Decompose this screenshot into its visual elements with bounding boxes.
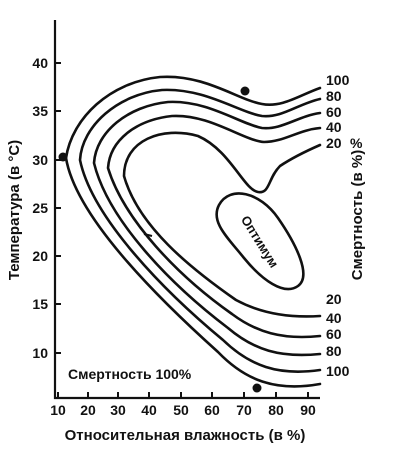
y-tick-label: 15	[32, 296, 48, 312]
x-tick-label: 60	[204, 402, 220, 418]
mortality-label: 40	[326, 119, 342, 135]
x-tick-label: 20	[80, 402, 96, 418]
mortality-label: 100	[326, 72, 350, 88]
right-upper-labels: 100 80 60 40 20	[326, 72, 350, 151]
x-tick-label: 10	[50, 402, 66, 418]
x-tick-label: 80	[268, 402, 284, 418]
x-tick-label: 70	[236, 402, 252, 418]
y-tick-label: 35	[32, 103, 48, 119]
mortality-label: 80	[326, 88, 342, 104]
x-tick-label: 90	[300, 402, 316, 418]
mortality-label: 80	[326, 343, 342, 359]
optimum-label: Оптимум	[238, 213, 282, 271]
x-tick-label: 50	[173, 402, 189, 418]
mortality-label: 60	[326, 326, 342, 342]
data-point	[252, 383, 262, 393]
y-axis-title: Температура (в °С)	[6, 140, 23, 280]
x-tick-label: 40	[141, 402, 157, 418]
mortality-label: 100	[326, 363, 350, 379]
percent-sign: %	[350, 135, 363, 151]
contour-20	[122, 131, 322, 318]
y-tick-label: 20	[32, 248, 48, 264]
y-tick-label: 40	[32, 55, 48, 71]
data-point	[58, 152, 68, 162]
optimum-contour	[215, 192, 305, 291]
y-tick-label: 30	[32, 152, 48, 168]
data-points	[58, 86, 262, 393]
mortality-label: 20	[326, 291, 342, 307]
mortality-label: 40	[326, 310, 342, 326]
contour-100	[64, 75, 322, 388]
y-tick-label: 10	[32, 345, 48, 361]
data-point	[240, 86, 250, 96]
small-tick-mark	[143, 233, 153, 237]
plot-frame	[53, 20, 320, 400]
x-tick-label: 30	[110, 402, 126, 418]
contour-40	[106, 114, 322, 339]
right-lower-labels: 20 40 60 80 100	[326, 291, 350, 379]
right-axis-title: Смертность (в %)	[349, 150, 366, 280]
y-tick-labels: 40 35 30 25 20 15 10	[32, 55, 48, 361]
x-axis-ticks	[57, 392, 309, 398]
x-tick-labels: 10 20 30 40 50 60 70 80 90	[50, 402, 316, 418]
x-axis-title: Относительная влажность (в %)	[65, 427, 306, 444]
y-axis-ticks	[55, 62, 61, 354]
mortality-100-note: Смертность 100%	[68, 366, 192, 382]
contour-lines	[64, 75, 322, 388]
y-tick-label: 25	[32, 200, 48, 216]
contour-80	[78, 88, 322, 373]
mortality-label: 20	[326, 135, 342, 151]
mortality-label: 60	[326, 104, 342, 120]
contour-60	[92, 100, 322, 357]
